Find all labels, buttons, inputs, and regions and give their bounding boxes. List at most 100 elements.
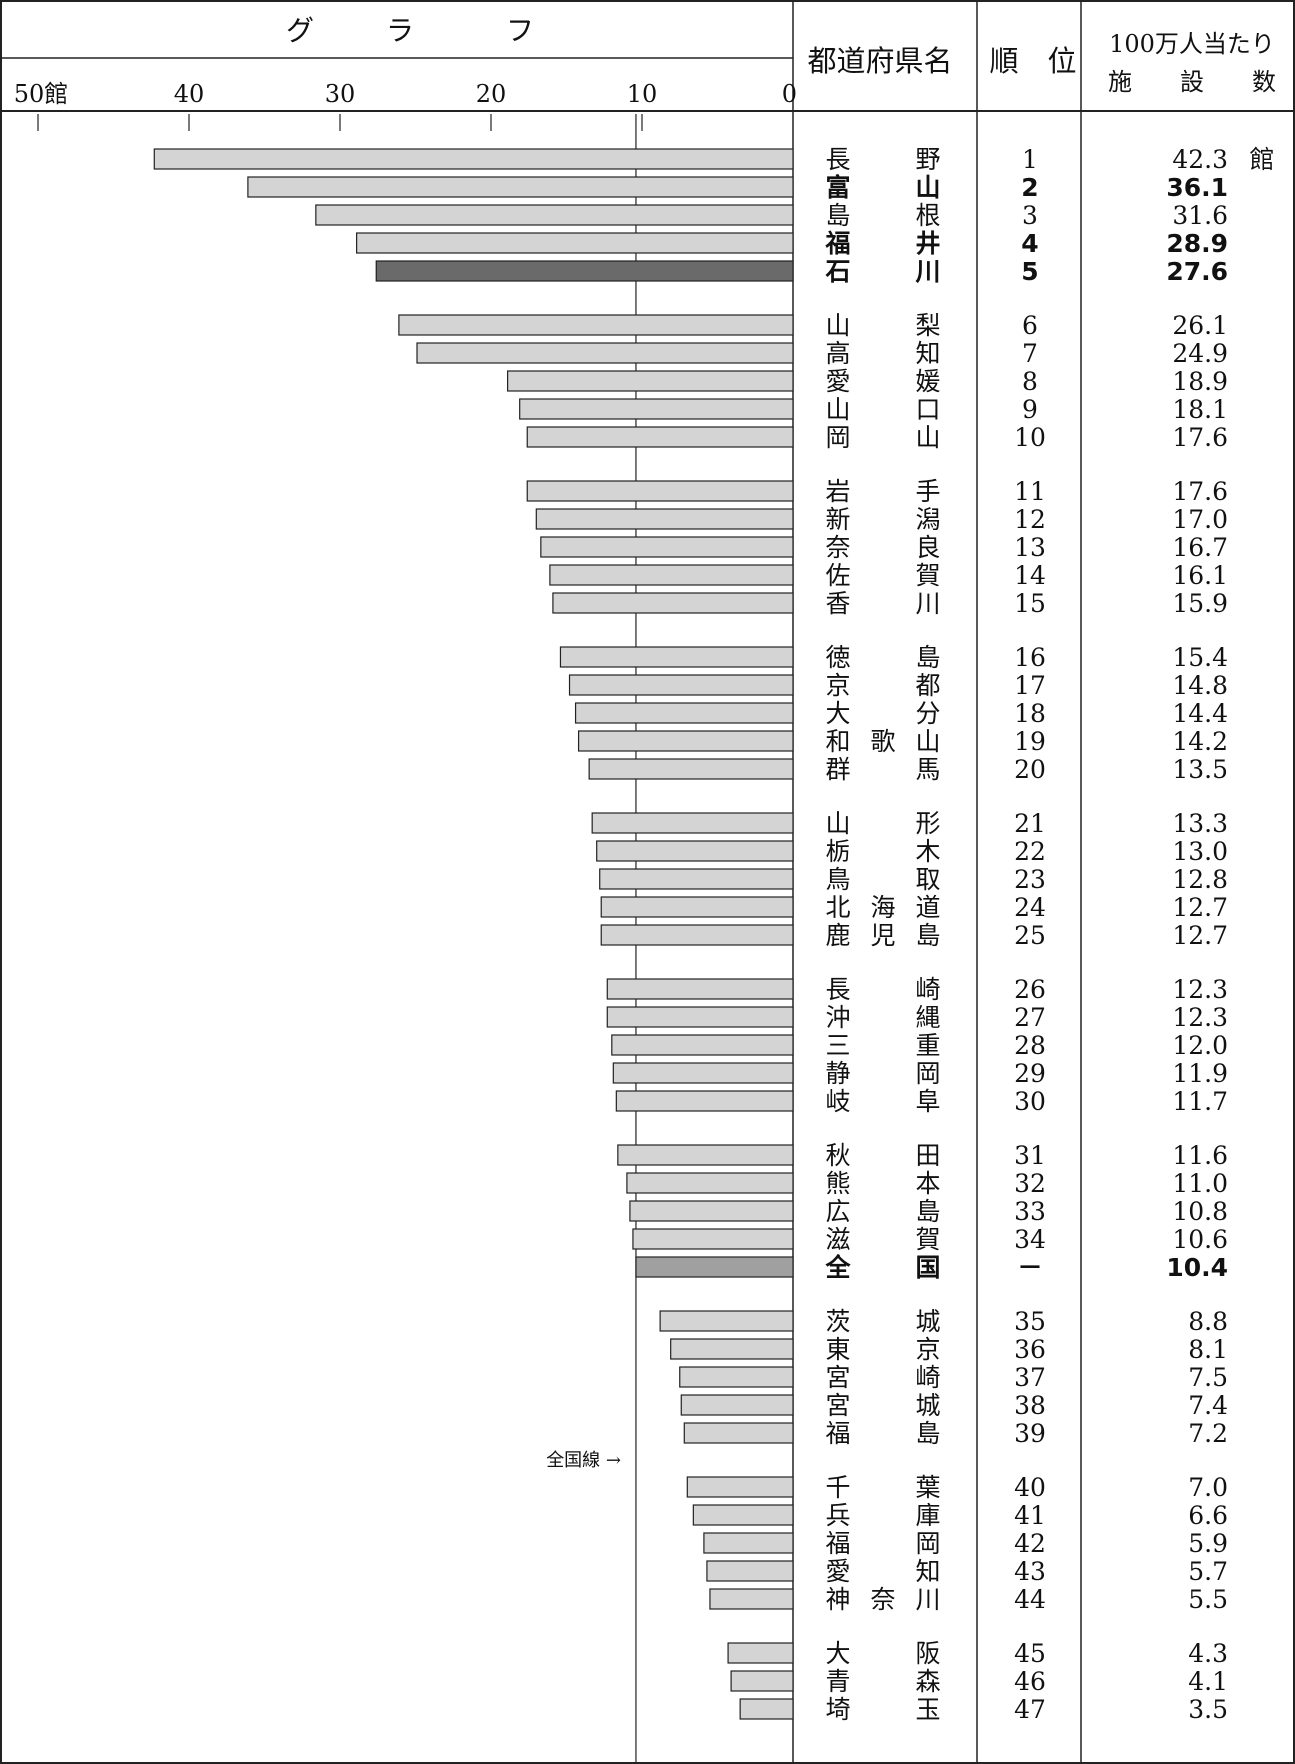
- prefecture-name-char: 良: [915, 533, 940, 562]
- rank: 6: [1022, 311, 1038, 340]
- rank: 13: [1014, 533, 1046, 562]
- prefecture-name-char: 分: [915, 699, 940, 728]
- value-label: 31.6: [1172, 201, 1228, 230]
- bar: [398, 314, 794, 336]
- rank: 36: [1014, 1335, 1046, 1364]
- rank: 31: [1014, 1141, 1046, 1170]
- prefecture-name-char: 本: [915, 1169, 940, 1198]
- rank: 25: [1014, 921, 1046, 950]
- prefecture-name-char: 川: [915, 257, 940, 286]
- bar: [692, 1504, 794, 1526]
- value-label: 13.3: [1172, 809, 1228, 838]
- prefecture-name-char: 葉: [915, 1473, 940, 1502]
- rank: 11: [1014, 477, 1046, 506]
- column-header-prefecture: 都道府県名: [807, 44, 952, 78]
- rank: 20: [1014, 755, 1046, 784]
- bar: [629, 1200, 794, 1222]
- prefecture-name-char: 賀: [915, 561, 940, 590]
- value-label: 26.1: [1172, 311, 1228, 340]
- graph-title-char-1: グ: [286, 14, 314, 47]
- prefecture-name-char: 山: [825, 395, 850, 424]
- rank: 22: [1014, 837, 1046, 866]
- bar: [552, 592, 794, 614]
- value-label: 36.1: [1166, 173, 1228, 202]
- bar: [535, 508, 794, 530]
- prefecture-name-char: 群: [825, 755, 850, 784]
- rank: 4: [1021, 229, 1038, 258]
- rank: 8: [1022, 367, 1038, 396]
- bar: [568, 674, 794, 696]
- column-header-value-line1: 100万人当たり: [1109, 30, 1275, 58]
- rank: 29: [1014, 1059, 1046, 1088]
- rank: 9: [1022, 395, 1038, 424]
- rank: 10: [1014, 423, 1046, 452]
- value-label: 27.6: [1166, 257, 1228, 286]
- value-label: 14.4: [1172, 699, 1228, 728]
- rank: 12: [1014, 505, 1046, 534]
- rank: 19: [1014, 727, 1046, 756]
- rank: 27: [1014, 1003, 1046, 1032]
- prefecture-name-char: 三: [825, 1031, 850, 1060]
- prefecture-name-char: 川: [915, 1585, 940, 1614]
- rank: 24: [1014, 893, 1046, 922]
- value-label: 14.2: [1172, 727, 1228, 756]
- prefecture-name-char: 口: [915, 395, 940, 424]
- prefecture-name-char: 潟: [915, 505, 940, 534]
- bar: [526, 480, 794, 502]
- prefecture-name-char: 徳: [825, 643, 850, 672]
- prefecture-name-char: 岩: [825, 477, 850, 506]
- prefecture-name-char: 香: [825, 589, 850, 618]
- value-label: 24.9: [1172, 339, 1228, 368]
- bar: [680, 1394, 794, 1416]
- bar: [153, 148, 794, 170]
- rank: 38: [1014, 1391, 1046, 1420]
- prefecture-name-char: 島: [915, 1197, 940, 1226]
- table-header: グ ラ フ 都道府県名 順 位 100万人当たり 施 設 数: [286, 14, 1276, 96]
- prefecture-name-char: 京: [915, 1335, 940, 1364]
- prefecture-name-char: 沖: [825, 1003, 850, 1032]
- tick-label: 50館: [14, 80, 69, 108]
- rank: 26: [1014, 975, 1046, 1004]
- bar: [549, 564, 794, 586]
- rank: 43: [1014, 1557, 1046, 1586]
- value-label: 11.6: [1172, 1141, 1228, 1170]
- value-label: 13.5: [1172, 755, 1228, 784]
- prefecture-name-char: 田: [915, 1141, 940, 1170]
- graph-title-char-2: ラ: [386, 14, 414, 47]
- value-label: 42.3: [1172, 145, 1228, 174]
- column-header-value-line2: 施 設 数: [1108, 68, 1276, 96]
- rank: 42: [1014, 1529, 1046, 1558]
- bar: [709, 1588, 794, 1610]
- value-label: 5.5: [1188, 1585, 1228, 1614]
- rank: 3: [1022, 201, 1038, 230]
- prefecture-name-char: 山: [825, 809, 850, 838]
- prefecture-name-char: 城: [915, 1307, 940, 1336]
- unit-label: 館: [1249, 145, 1274, 174]
- bar: [600, 924, 794, 946]
- prefecture-name-char: 取: [915, 865, 940, 894]
- tick-label: 40: [174, 80, 205, 108]
- value-label: 4.1: [1188, 1667, 1228, 1696]
- rank: 46: [1014, 1667, 1046, 1696]
- prefecture-name-char: 知: [915, 339, 940, 368]
- value-label: 12.7: [1172, 893, 1228, 922]
- prefecture-name-char: 梨: [915, 311, 940, 340]
- bar: [739, 1698, 794, 1720]
- bar: [559, 646, 794, 668]
- rank: 16: [1014, 643, 1046, 672]
- x-axis: 50館 40 30 20 10 0: [14, 80, 797, 131]
- prefecture-name-char: 森: [915, 1667, 940, 1696]
- prefecture-name-char: 道: [915, 893, 940, 922]
- value-label: 7.5: [1188, 1363, 1228, 1392]
- prefecture-name-char: 媛: [915, 367, 940, 396]
- prefecture-name-char: 岡: [825, 423, 850, 452]
- bar: [600, 896, 794, 918]
- bar: [356, 232, 794, 254]
- bar: [683, 1422, 794, 1444]
- value-label: 8.1: [1188, 1335, 1228, 1364]
- prefecture-name-char: 青: [825, 1667, 850, 1696]
- prefecture-name-char: 阜: [915, 1087, 940, 1116]
- prefecture-name-char: 熊: [825, 1169, 850, 1198]
- tick-label: 0: [782, 80, 797, 108]
- rank: 23: [1014, 865, 1046, 894]
